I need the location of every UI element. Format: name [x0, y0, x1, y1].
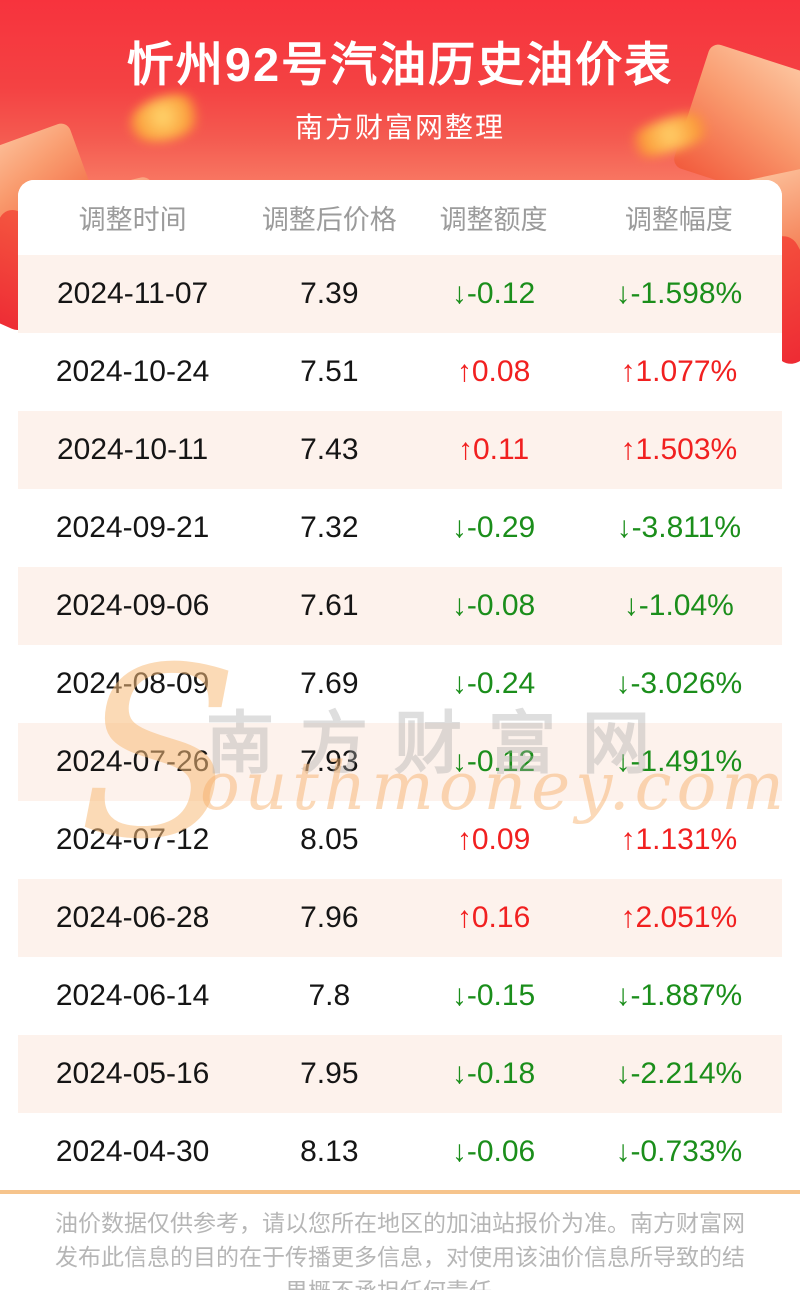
change-percent-cell: ↓-1.598% — [615, 277, 743, 310]
change-amount-cell: ↓-0.12 — [451, 745, 536, 778]
footer-accent-line — [0, 1190, 800, 1194]
date-cell: 2024-11-07 — [56, 277, 209, 310]
date-cell: 2024-08-09 — [55, 667, 210, 700]
table-row: 2024-07-12 8.05 ↑0.09 ↑1.131% — [18, 801, 782, 879]
change-amount-cell: ↑0.08 — [456, 355, 531, 388]
date-cell: 2024-04-30 — [55, 1135, 210, 1168]
change-amount-cell: ↓-0.18 — [451, 1057, 536, 1090]
change-amount-cell: ↓-0.29 — [451, 511, 536, 544]
column-header-price: 调整后价格 — [261, 205, 397, 235]
price-table-card: 调整时间 调整后价格 调整额度 调整幅度 2024-11-07 7.39 ↓-0… — [18, 180, 782, 1191]
change-amount-cell: ↓-0.06 — [451, 1135, 536, 1168]
change-percent-cell: ↓-2.214% — [615, 1057, 743, 1090]
table-row: 2024-09-21 7.32 ↓-0.29 ↓-3.811% — [18, 489, 782, 567]
price-cell: 7.61 — [300, 589, 359, 622]
change-percent-cell: ↓-0.733% — [615, 1135, 743, 1168]
footer-disclaimer: 油价数据仅供参考，请以您所在地区的加油站报价为准。南方财富网发布此信息的目的在于… — [55, 1210, 745, 1290]
footer: 油价数据仅供参考，请以您所在地区的加油站报价为准。南方财富网发布此信息的目的在于… — [0, 1190, 800, 1290]
change-percent-cell: ↑1.503% — [620, 433, 738, 466]
page-title: 忻州92号汽油历史油价表 — [126, 38, 674, 91]
change-percent-cell: ↓-1.491% — [615, 745, 743, 778]
price-cell: 7.96 — [300, 901, 359, 934]
change-percent-cell: ↓-3.811% — [616, 511, 742, 544]
change-amount-cell: ↑0.16 — [456, 901, 531, 934]
price-cell: 7.51 — [300, 355, 359, 388]
price-cell: 7.8 — [308, 979, 351, 1012]
date-cell: 2024-07-12 — [55, 823, 210, 856]
table-row: 2024-11-07 7.39 ↓-0.12 ↓-1.598% — [18, 255, 782, 333]
change-amount-cell: ↓-0.08 — [451, 589, 536, 622]
table-header-row: 调整时间 调整后价格 调整额度 调整幅度 — [18, 180, 782, 255]
change-percent-cell: ↑1.131% — [620, 823, 738, 856]
change-percent-cell: ↓-3.026% — [615, 667, 743, 700]
table-row: 2024-09-06 7.61 ↓-0.08 ↓-1.04% — [18, 567, 782, 645]
price-cell: 7.93 — [300, 745, 359, 778]
table-row: 2024-06-14 7.8 ↓-0.15 ↓-1.887% — [18, 957, 782, 1035]
table-body: 2024-11-07 7.39 ↓-0.12 ↓-1.598% 2024-10-… — [18, 255, 782, 1191]
price-cell: 7.32 — [300, 511, 359, 544]
price-cell: 7.95 — [300, 1057, 359, 1090]
date-cell: 2024-05-16 — [55, 1057, 210, 1090]
table-row: 2024-05-16 7.95 ↓-0.18 ↓-2.214% — [18, 1035, 782, 1113]
change-amount-cell: ↑0.09 — [456, 823, 531, 856]
change-percent-cell: ↓-1.887% — [615, 979, 743, 1012]
change-percent-cell: ↑2.051% — [620, 901, 738, 934]
table-row: 2024-06-28 7.96 ↑0.16 ↑2.051% — [18, 879, 782, 957]
column-header-date: 调整时间 — [78, 205, 187, 235]
column-header-percent: 调整幅度 — [624, 205, 733, 235]
change-amount-cell: ↓-0.12 — [451, 277, 536, 310]
page-subtitle: 南方财富网整理 — [294, 112, 505, 143]
price-cell: 7.43 — [300, 433, 359, 466]
price-cell: 7.69 — [300, 667, 359, 700]
date-cell: 2024-10-24 — [55, 355, 210, 388]
date-cell: 2024-10-11 — [56, 433, 209, 466]
date-cell: 2024-06-14 — [55, 979, 210, 1012]
table-row: 2024-04-30 8.13 ↓-0.06 ↓-0.733% — [18, 1113, 782, 1191]
table-row: 2024-07-26 7.93 ↓-0.12 ↓-1.491% — [18, 723, 782, 801]
date-cell: 2024-06-28 — [55, 901, 210, 934]
price-cell: 8.05 — [300, 823, 359, 856]
table-row: 2024-08-09 7.69 ↓-0.24 ↓-3.026% — [18, 645, 782, 723]
change-amount-cell: ↑0.11 — [457, 433, 530, 466]
change-percent-cell: ↑1.077% — [620, 355, 738, 388]
change-percent-cell: ↓-1.04% — [623, 589, 734, 622]
date-cell: 2024-09-06 — [55, 589, 210, 622]
date-cell: 2024-07-26 — [55, 745, 210, 778]
price-cell: 7.39 — [300, 277, 359, 310]
price-cell: 8.13 — [300, 1135, 359, 1168]
table-row: 2024-10-11 7.43 ↑0.11 ↑1.503% — [18, 411, 782, 489]
change-amount-cell: ↓-0.15 — [451, 979, 536, 1012]
change-amount-cell: ↓-0.24 — [451, 667, 536, 700]
column-header-change: 调整额度 — [439, 205, 548, 235]
date-cell: 2024-09-21 — [55, 511, 210, 544]
table-row: 2024-10-24 7.51 ↑0.08 ↑1.077% — [18, 333, 782, 411]
